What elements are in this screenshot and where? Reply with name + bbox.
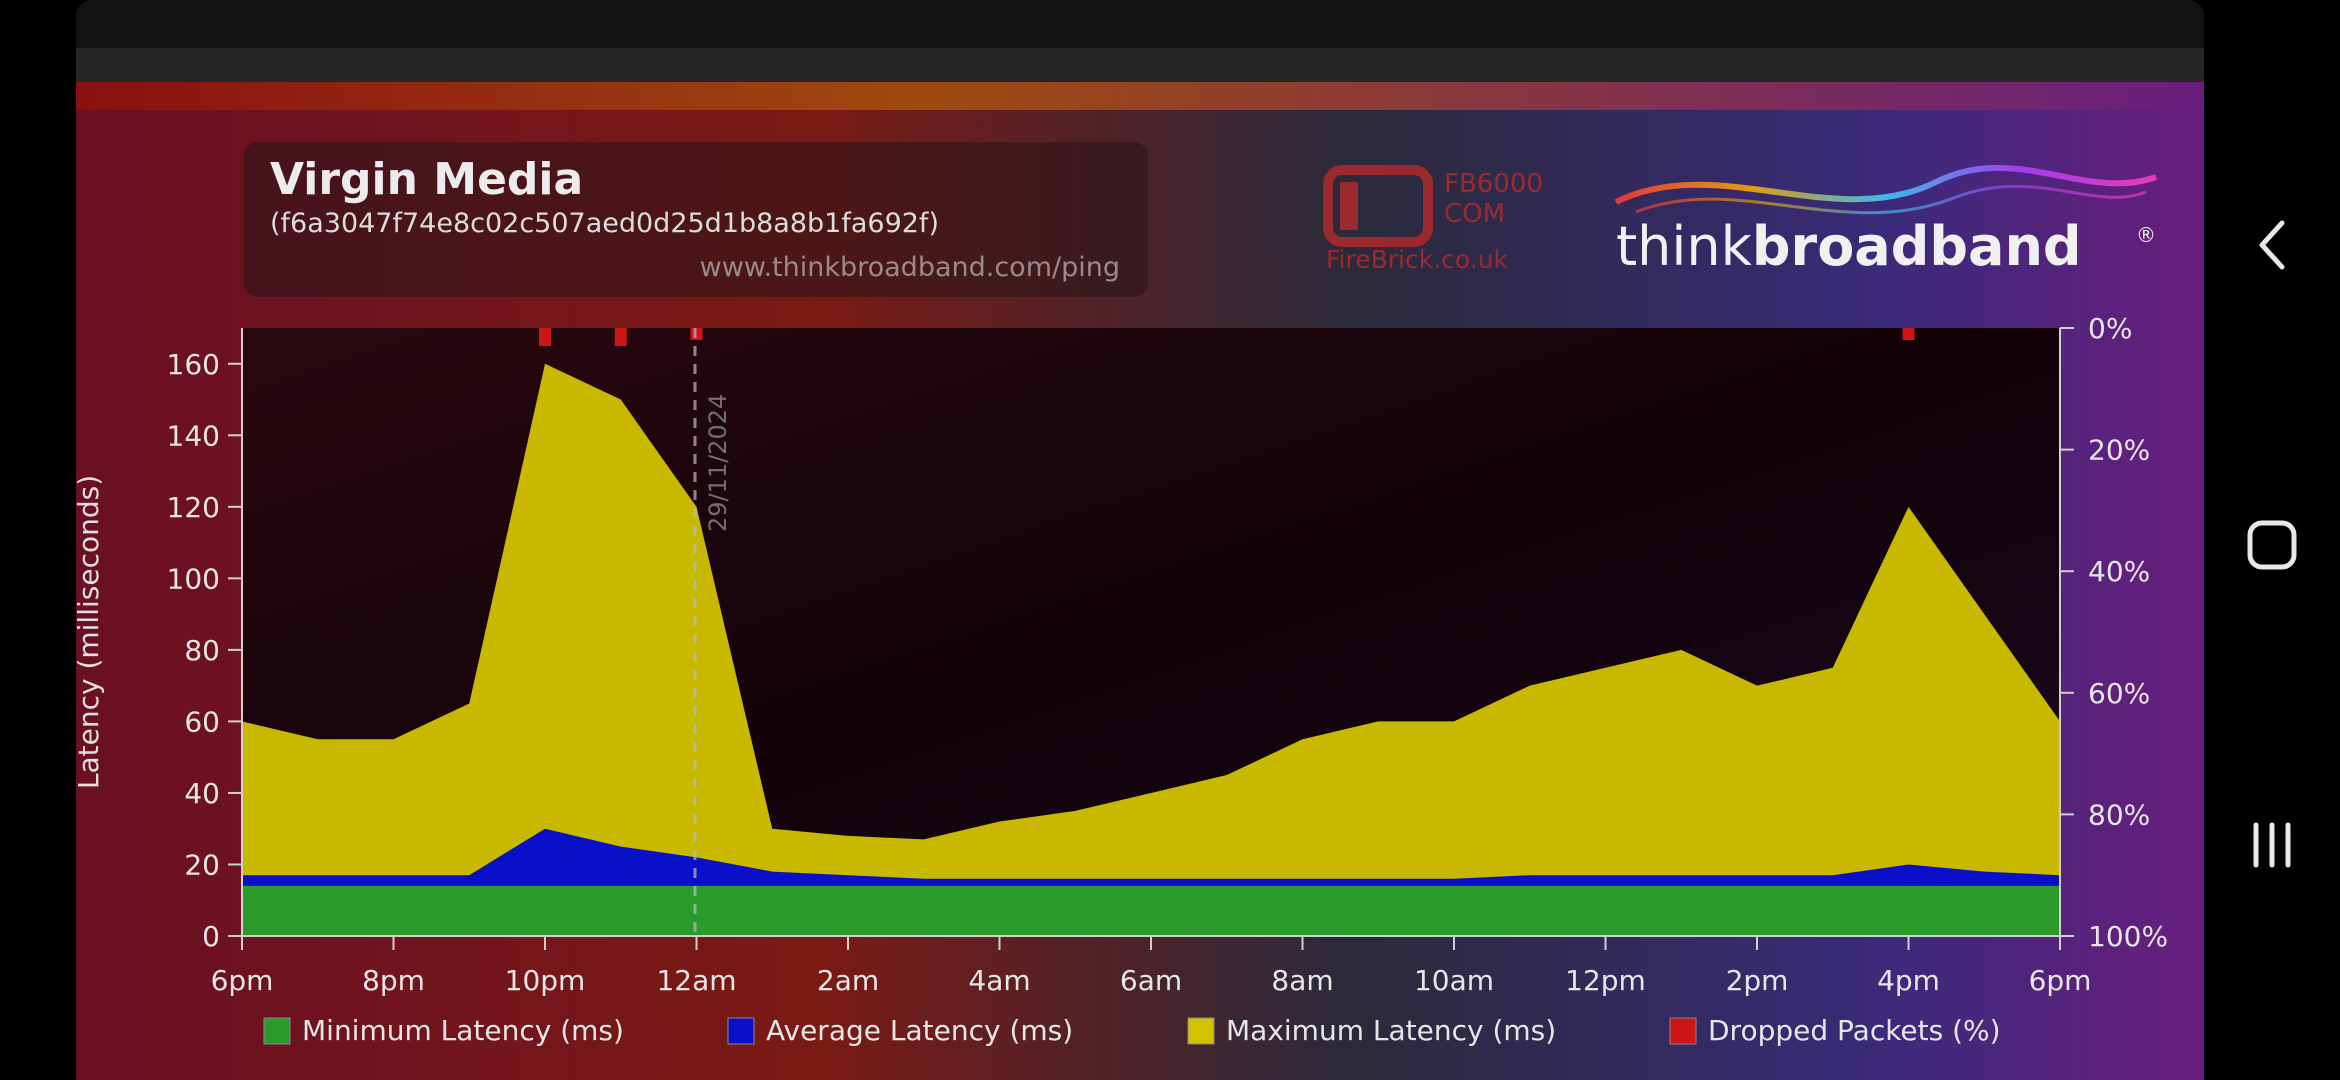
latency-chart: Virgin Media (f6a3047f74e8c02c507aed0d25… <box>76 82 2204 1080</box>
back-button[interactable] <box>2204 200 2340 290</box>
recents-lines-icon <box>2253 822 2291 868</box>
legend-swatch <box>1187 1017 1215 1045</box>
tbb-broadband: broadband <box>1752 215 2082 278</box>
dropped-packets-mark <box>539 328 551 346</box>
y-tick-label: 60 <box>184 705 220 738</box>
x-tick-label: 12pm <box>1565 964 1646 997</box>
date-marker-label: 29/11/2024 <box>704 394 732 532</box>
back-chevron-icon <box>2259 220 2285 270</box>
chart-subtitle: (f6a3047f74e8c02c507aed0d25d1b8a8b1fa692… <box>270 208 939 239</box>
legend-swatch <box>263 1017 291 1045</box>
y-tick-label: 40 <box>184 777 220 810</box>
legend-swatch <box>727 1017 755 1045</box>
x-tick-label: 10pm <box>505 964 586 997</box>
x-tick-label: 2am <box>817 964 879 997</box>
y2-tick-label: 100% <box>2088 920 2168 953</box>
max-latency-area <box>242 363 2060 936</box>
firebrick-logo: FB6000 COM FireBrick.co.uk <box>1323 165 1543 274</box>
x-tick-label: 8pm <box>362 964 425 997</box>
legend-label: Minimum Latency (ms) <box>302 1014 624 1047</box>
y-axis-title: Latency (milliseconds) <box>76 475 105 789</box>
y2-tick-label: 0% <box>2088 312 2132 345</box>
registered-mark: ® <box>2136 223 2156 247</box>
y-tick-label: 140 <box>167 419 220 452</box>
y-tick-label: 20 <box>184 848 220 881</box>
thinkbroadband-logo: thinkbroadband ® <box>1614 164 2158 278</box>
x-tick-label: 2pm <box>1726 964 1789 997</box>
legend: Minimum Latency (ms) Average Latency (ms)… <box>263 1014 2001 1047</box>
browser-toolbar-strip <box>76 48 2204 82</box>
x-tick-label: 6pm <box>211 964 274 997</box>
site-url: www.thinkbroadband.com/ping <box>700 252 1120 283</box>
legend-label: Maximum Latency (ms) <box>1226 1014 1556 1047</box>
dropped-packets-mark <box>614 328 627 346</box>
graph-frame: Virgin Media (f6a3047f74e8c02c507aed0d25… <box>76 0 2204 1080</box>
svg-text:thinkbroadband: thinkbroadband <box>1616 215 2082 278</box>
x-tick-label: 4am <box>968 964 1030 997</box>
x-tick-label: 12am <box>656 964 736 997</box>
dropped-packets-mark <box>1902 328 1915 340</box>
legend-label: Average Latency (ms) <box>766 1014 1073 1047</box>
home-square-icon <box>2247 520 2297 570</box>
y2-tick-label: 20% <box>2088 434 2150 467</box>
tbb-think: think <box>1616 215 1753 278</box>
x-tick-label: 6pm <box>2029 964 2092 997</box>
x-tick-label: 6am <box>1120 964 1182 997</box>
y2-tick-label: 80% <box>2088 798 2150 831</box>
home-button[interactable] <box>2204 500 2340 590</box>
firebrick-site: FireBrick.co.uk <box>1326 245 1509 274</box>
y-tick-label: 80 <box>184 634 220 667</box>
x-tick-label: 10am <box>1414 964 1494 997</box>
x-tick-label: 4pm <box>1877 964 1940 997</box>
y2-tick-label: 60% <box>2088 677 2150 710</box>
chart-title: Virgin Media <box>270 154 583 205</box>
system-nav-bar <box>2204 0 2340 1080</box>
y-tick-label: 160 <box>167 348 220 381</box>
y-tick-label: 120 <box>167 491 220 524</box>
firebrick-line1: FB6000 <box>1444 169 1543 199</box>
y-tick-label: 0 <box>202 920 220 953</box>
legend-label: Dropped Packets (%) <box>1708 1014 2001 1047</box>
min-latency-area <box>242 885 2060 936</box>
firebrick-line2: COM <box>1444 199 1505 229</box>
recents-button[interactable] <box>2204 800 2340 890</box>
x-tick-label: 8am <box>1271 964 1333 997</box>
header-strip <box>76 82 2204 110</box>
y2-tick-label: 40% <box>2088 555 2150 588</box>
y-tick-label: 100 <box>167 562 220 595</box>
legend-swatch <box>1669 1017 1697 1045</box>
title-box <box>244 142 1148 297</box>
